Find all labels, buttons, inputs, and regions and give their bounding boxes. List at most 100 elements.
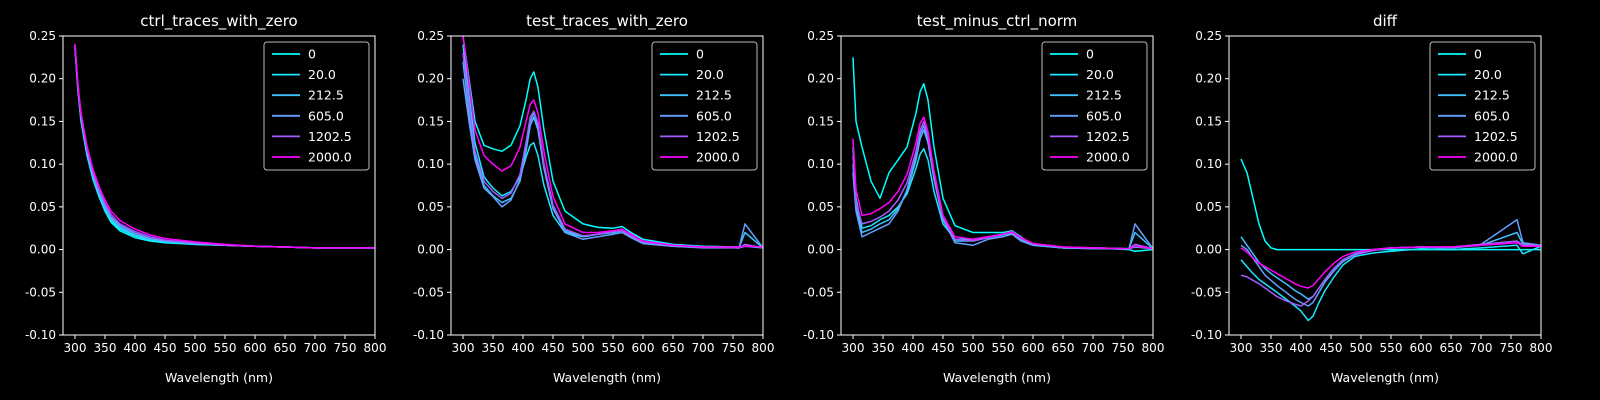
y-tick-label: 0.10 [417,157,444,171]
legend-entry-label: 1202.5 [696,129,740,144]
y-tick-label: 0.10 [807,157,834,171]
y-tick-label: -0.05 [25,285,56,299]
x-tick-label: 500 [962,341,985,355]
series-group [462,36,763,249]
x-tick-label: 450 [154,341,177,355]
x-axis-label: Wavelength (nm) [1331,370,1439,385]
y-tick-label: 0.15 [417,114,444,128]
x-tick-label: 750 [1500,341,1523,355]
y-tick-label: 0.15 [1195,114,1222,128]
y-tick-label: -0.10 [803,328,834,342]
chart-title: diff [1373,12,1398,30]
x-tick-label: 550 [1380,341,1403,355]
x-tick-label: 400 [1290,341,1313,355]
x-tick-label: 650 [662,341,685,355]
legend-entry-label: 1202.5 [1086,129,1130,144]
x-axis-label: Wavelength (nm) [165,370,273,385]
legend-entry-label: 2000.0 [696,150,740,165]
legend-entry-label: 2000.0 [1086,150,1130,165]
plot-frame [450,35,764,336]
series-line-2000.0 [74,43,375,249]
x-tick-label: 500 [572,341,595,355]
y-tick-label: 0.05 [807,200,834,214]
series-group [74,43,375,249]
x-tick-label: 450 [932,341,955,355]
x-tick-label: 300 [64,341,87,355]
x-tick-label: 550 [602,341,625,355]
x-tick-label: 700 [304,341,327,355]
x-tick-label: 350 [482,341,505,355]
legend-entry-label: 605.0 [1474,108,1510,123]
legend-entry-label: 20.0 [1474,67,1502,82]
x-tick-label: 350 [872,341,895,355]
chart-title: test_minus_ctrl_norm [917,12,1078,31]
y-tick-label: 0.25 [29,29,56,43]
y-tick-label: 0.15 [807,114,834,128]
legend-entry-label: 0 [696,47,704,62]
y-tick-label: 0.00 [29,243,56,257]
chart-title: test_traces_with_zero [526,12,688,31]
x-tick-label: 700 [1470,341,1493,355]
x-tick-label: 650 [1440,341,1463,355]
chart-panel-1: ctrl_traces_with_zero 300 350 400 450 500 550 6… [25,12,387,385]
plot-frame [62,35,376,336]
x-tick-label: 450 [1320,341,1343,355]
series-group [1240,158,1541,322]
legend-entry-label: 212.5 [1474,88,1510,103]
y-tick-label: 0.25 [1195,29,1222,43]
legend-entry-label: 2000.0 [308,150,352,165]
legend-entry-label: 20.0 [1086,67,1114,82]
y-tick-label: -0.10 [25,328,56,342]
chart-panel-4: diff 300 350 400 450 500 550 600 650 700 750 800 -0.… [1191,12,1553,385]
y-tick-label: -0.05 [803,285,834,299]
y-tick-label: 0.25 [807,29,834,43]
legend-entry-label: 20.0 [696,67,724,82]
legend-entry-label: 212.5 [308,88,344,103]
series-line-2000.0 [852,116,1153,250]
x-tick-label: 500 [1350,341,1373,355]
x-tick-label: 400 [902,341,925,355]
series-line-2000.0 [462,36,763,248]
y-tick-label: 0.15 [29,114,56,128]
x-tick-label: 750 [722,341,745,355]
chart-title: ctrl_traces_with_zero [140,12,297,31]
x-tick-label: 650 [1052,341,1075,355]
legend-entry-label: 605.0 [1086,108,1122,123]
series-line-0 [1240,158,1541,251]
y-tick-label: 0.10 [29,157,56,171]
x-tick-label: 550 [214,341,237,355]
x-tick-label: 600 [1410,341,1433,355]
series-group [852,57,1153,253]
x-tick-label: 350 [94,341,117,355]
series-line-20.0 [1240,244,1541,322]
x-tick-label: 400 [124,341,147,355]
legend-entry-label: 605.0 [696,108,732,123]
legend: 0 20.0 212.5 605.0 1202.5 2000.0 [1041,41,1148,171]
x-tick-label: 600 [244,341,267,355]
y-tick-label: -0.10 [1191,328,1222,342]
y-tick-label: -0.05 [413,285,444,299]
y-tick-label: 0.05 [29,200,56,214]
x-tick-label: 350 [1260,341,1283,355]
legend-entry-label: 1202.5 [1474,129,1518,144]
x-tick-label: 800 [1530,341,1553,355]
x-tick-label: 700 [692,341,715,355]
legend: 0 20.0 212.5 605.0 1202.5 2000.0 [1429,41,1536,171]
y-tick-label: 0.10 [1195,157,1222,171]
legend-entry-label: 2000.0 [1474,150,1518,165]
y-tick-label: -0.10 [413,328,444,342]
y-tick-label: 0.20 [417,72,444,86]
y-tick-label: 0.05 [1195,200,1222,214]
legend-entry-label: 1202.5 [308,129,352,144]
x-tick-label: 400 [512,341,535,355]
legend: 0 20.0 212.5 605.0 1202.5 2000.0 [651,41,758,171]
legend-entry-label: 20.0 [308,67,336,82]
legend: 0 20.0 212.5 605.0 1202.5 2000.0 [263,41,370,171]
x-tick-label: 300 [452,341,475,355]
x-tick-label: 750 [1112,341,1135,355]
x-tick-label: 600 [632,341,655,355]
x-tick-label: 600 [1022,341,1045,355]
legend-entry-label: 212.5 [696,88,732,103]
series-line-605.0 [1240,218,1541,307]
